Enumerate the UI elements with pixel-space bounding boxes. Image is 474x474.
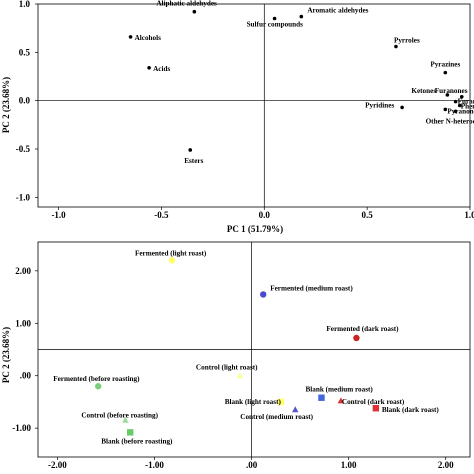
y-tick-label: -0.5 [16,144,31,154]
point-acids [147,66,151,70]
point-pyridines [400,105,404,110]
y-tick-label: 2.00 [15,266,31,276]
y-tick-label: 0.5 [19,47,31,57]
point-fermented-medium-roast [260,291,267,298]
x-tick-label: .00 [246,460,258,470]
label-fermented-dark-roast: Fermented (dark roast) [326,325,399,333]
label-control-light-roast: Control (light roast) [196,364,258,372]
x-tick-label: -2.00 [48,460,67,470]
x-tick-label: 0.5 [362,210,374,220]
label-pyrazines: Pyrazines [430,61,460,69]
x-tick-label: -1.00 [145,460,164,470]
point-pyrazines [443,70,448,75]
x-tick-label: 1.0 [464,210,474,220]
point-blank-light-roast [277,398,284,406]
y-axis-label: PC 2 (23.68%) [1,327,11,383]
x-tick-label: 0.0 [259,210,271,220]
point-fermented-light-roast [168,257,176,264]
point-control-light-roast [236,372,244,379]
x-tick-label: -0.5 [154,210,169,220]
point-furanones [459,95,464,99]
point-control-medium-roast [292,406,299,413]
y-tick-label: 1.0 [19,0,31,9]
label-control-dark-roast: Control (dark roast) [342,398,405,406]
point-pyrroles [394,44,398,49]
x-axis-label: PC 1 (51.79%) [227,224,283,234]
point-fermented-before-roasting [94,383,102,390]
label-fermented-light-roast: Fermented (light roast) [135,249,207,257]
y-tick-label: -1.00 [12,423,31,433]
point-control-dark-roast [337,397,345,404]
point-ketones [445,93,450,97]
label-acids: Acids [153,65,170,73]
point-aliphatic-aldehydes [192,9,197,14]
label-pyrroles: Pyrroles [394,37,420,45]
label-furans: Furans [458,98,474,106]
label-other-n-heterocyclics: Other N-heterocyclics [426,117,474,125]
point-blank-medium-roast [318,394,325,401]
label-phenols: Phenols [461,103,474,111]
label-pyranones: Pyranones [447,107,474,115]
plot-frame [37,3,471,208]
label-pyridines: Pyridines [365,101,394,109]
label-aliphatic-aldehydes: Aliphatic aldehydes [156,0,217,8]
point-blank-dark-roast [372,405,380,412]
y-tick-label: .00 [20,371,32,381]
y-tick-label: 0.0 [19,96,31,106]
label-sulfur-compounds: Sulfur compounds [247,21,304,29]
label-blank-before-roasting: Blank (before roasting) [101,437,173,445]
x-tick-label: 2.00 [438,460,454,470]
label-esters: Esters [184,157,203,165]
label-control-before-roasting: Control (before roasting) [81,411,158,419]
point-blank-before-roasting [127,429,134,436]
point-esters [188,148,193,152]
label-aromatic-aldehydes: Aromatic aldehydes [307,7,368,15]
point-alcohols [128,35,133,39]
point-aromatic-aldehydes [299,14,304,19]
scores-plot: -2.00 -1.00 .00 1.00 2.00 -1.00 .00 1.00 2.00 PC … [1,241,471,470]
label-control-medium-roast: Control (medium roast) [240,413,313,421]
point-control-before-roasting [122,416,129,423]
point-furans [453,99,458,104]
point-phenols [457,103,462,108]
label-ketones: Ketones [411,87,436,95]
label-furanones: Furanones [435,87,468,95]
y-axis-label: PC 2 (23.68%) [1,77,11,133]
label-blank-dark-roast: Blank (dark roast) [382,406,440,414]
loadings-plot: -1.0 -0.5 0.0 0.5 1.0 -1.0 -0.5 0.0 0.5 1.0 PC 1 (… [1,0,474,234]
label-fermented-before-roasting: Fermented (before roasting) [53,375,140,383]
label-fermented-medium-roast: Fermented (medium roast) [270,284,353,292]
point-other-n-heterocyclics [453,109,458,114]
label-blank-medium-roast: Blank (medium roast) [305,386,373,394]
label-blank-light-roast: Blank (light roast) [225,398,282,406]
y-tick-label: 1.00 [15,318,31,328]
point-fermented-dark-roast [353,334,360,342]
label-alcohols: Alcohols [135,34,162,42]
point-pyranones [443,107,448,112]
point-sulfur-compounds [272,16,277,21]
x-tick-label: -1.0 [51,210,66,220]
y-tick-label: -1.0 [16,192,31,202]
x-tick-label: 1.00 [341,460,357,470]
